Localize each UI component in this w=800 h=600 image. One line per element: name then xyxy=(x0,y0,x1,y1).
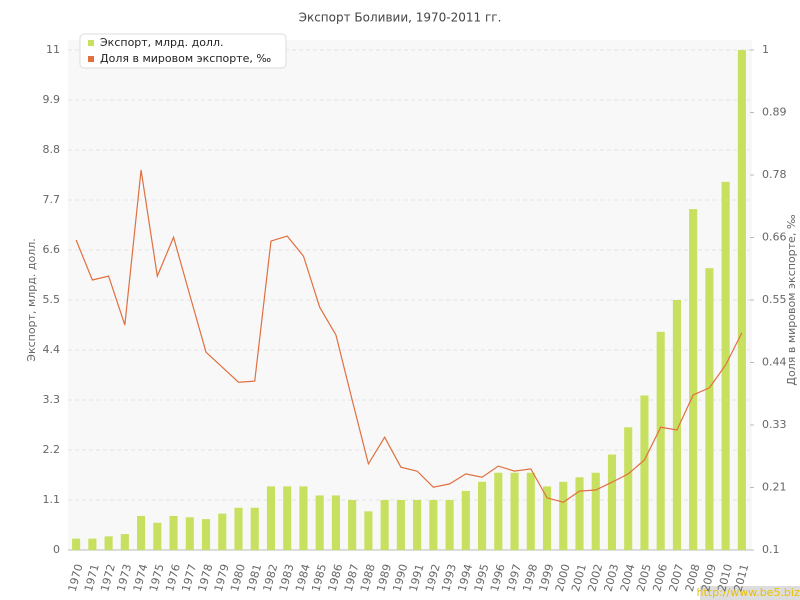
bar xyxy=(88,538,97,550)
bar xyxy=(591,472,600,550)
bar xyxy=(396,500,405,550)
y2-tick-label: 0.33 xyxy=(762,418,787,431)
bar xyxy=(169,515,178,550)
y2-axis-title: Доля в мировом экспорте, ‰ xyxy=(785,214,798,385)
bar xyxy=(737,50,746,550)
bar xyxy=(705,268,714,550)
y-tick-label: 1.1 xyxy=(43,493,61,506)
y-tick-label: 3.3 xyxy=(43,393,61,406)
bar xyxy=(672,300,681,550)
bar xyxy=(559,481,568,550)
bar xyxy=(542,486,552,550)
y-tick-label: 8.8 xyxy=(43,143,61,156)
y-tick-label: 5.5 xyxy=(43,293,61,306)
y-tick-label: 6.6 xyxy=(43,243,61,256)
y2-tick-label: 0.1 xyxy=(762,543,780,556)
bar xyxy=(364,511,373,550)
chart-title: Экспорт Боливии, 1970-2011 гг. xyxy=(299,11,502,25)
bar xyxy=(461,490,470,550)
y2-tick-label: 0.44 xyxy=(762,356,787,369)
bar xyxy=(445,500,454,550)
bar xyxy=(689,209,698,550)
bar xyxy=(640,395,649,550)
bar xyxy=(478,481,487,550)
bar xyxy=(201,519,211,550)
bar xyxy=(331,495,340,550)
bar xyxy=(104,536,113,550)
legend-swatch xyxy=(88,40,94,46)
bar xyxy=(413,500,422,550)
legend-label: Экспорт, млрд. долл. xyxy=(100,36,223,49)
bar xyxy=(299,486,308,550)
bar xyxy=(380,500,389,550)
y2-tick-label: 0.78 xyxy=(762,168,787,181)
bar xyxy=(624,427,633,550)
y-tick-label: 4.4 xyxy=(43,343,61,356)
legend-box xyxy=(79,33,287,69)
bar xyxy=(510,472,519,550)
bar xyxy=(250,507,259,550)
y2-tick-label: 0.55 xyxy=(762,293,787,306)
y2-tick-label: 1 xyxy=(762,43,769,56)
bar xyxy=(283,486,292,550)
y-tick-label: 0 xyxy=(53,543,60,556)
y-tick-label: 11 xyxy=(46,43,60,56)
watermark: http://www.be5.biz/ xyxy=(697,586,800,599)
y2-tick-label: 0.66 xyxy=(762,231,787,244)
bar xyxy=(120,534,129,550)
bar xyxy=(218,513,227,550)
y-axis-title: Экспорт, млрд. долл. xyxy=(25,238,38,361)
y-tick-label: 2.2 xyxy=(43,443,61,456)
watermark-bg xyxy=(700,586,800,600)
bar xyxy=(266,486,276,550)
y-tick-label: 7.7 xyxy=(43,193,61,206)
bar xyxy=(348,500,357,550)
legend-label: Доля в мировом экспорте, ‰ xyxy=(100,52,271,65)
bar xyxy=(137,515,146,550)
legend-swatch xyxy=(88,56,94,62)
line xyxy=(75,169,743,503)
bar xyxy=(575,477,584,550)
y2-tick-label: 0.89 xyxy=(762,106,787,119)
bar xyxy=(315,495,324,550)
bar xyxy=(656,331,665,550)
bar xyxy=(526,472,535,550)
bar xyxy=(429,500,438,550)
bar xyxy=(153,522,162,550)
bar xyxy=(607,454,617,550)
bar xyxy=(185,517,194,550)
plot-area xyxy=(68,40,752,550)
bar xyxy=(494,472,503,550)
y2-tick-label: 0.21 xyxy=(762,481,787,494)
bar xyxy=(234,507,243,550)
y-tick-label: 9.9 xyxy=(43,93,61,106)
bar xyxy=(72,538,81,550)
